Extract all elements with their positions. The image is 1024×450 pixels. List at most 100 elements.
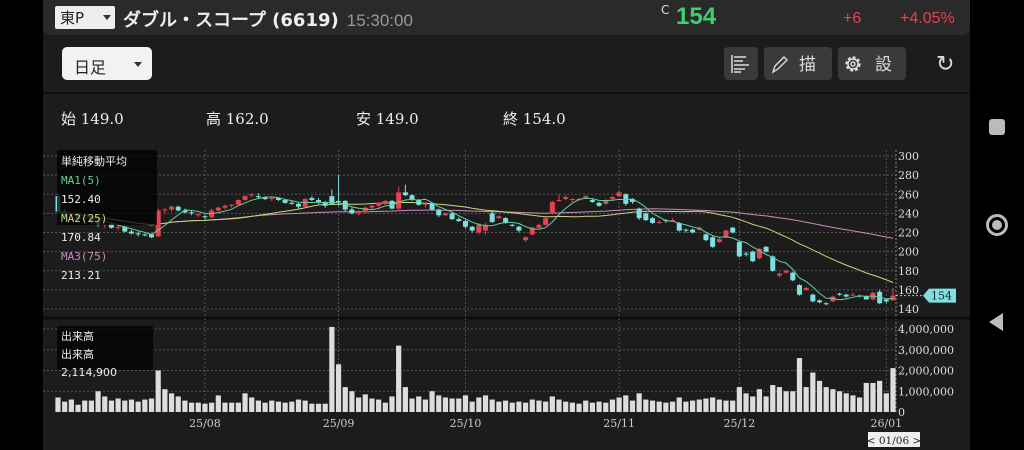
candle-body	[589, 199, 595, 202]
candle-body	[810, 294, 816, 302]
candle-body	[837, 293, 843, 295]
candle-body	[536, 224, 542, 228]
back-icon[interactable]	[989, 313, 1003, 331]
volume-bar	[676, 397, 682, 412]
price-tick-label: 200	[898, 246, 919, 259]
volume-bar	[649, 400, 656, 412]
period-select[interactable]: 日足	[62, 47, 152, 80]
volume-bar	[108, 400, 115, 412]
candle-body	[583, 196, 589, 199]
candle-body	[108, 223, 114, 228]
candle-body	[396, 192, 402, 209]
volume-bar	[315, 403, 322, 412]
header-bar: 東P ダブル・スコープ (6619) 15:30:00 C 154 +6 +4.…	[43, 0, 970, 35]
price-tick-label: 140	[898, 303, 919, 316]
volume-bar	[436, 395, 442, 412]
candle-body	[670, 220, 676, 222]
candle-body	[135, 233, 141, 235]
candle-body	[235, 199, 241, 205]
volume-bar	[422, 399, 428, 412]
volume-bar	[369, 398, 375, 412]
candle-body	[516, 226, 522, 231]
price-chart[interactable]: 140 160 180 200 220 240 260 280 300 0 1,000,000 2,0…	[43, 0, 970, 450]
period-label: 日足	[74, 58, 107, 77]
indicator-list-button[interactable]	[724, 47, 758, 80]
volume-bar	[723, 400, 729, 412]
volume-bar	[342, 387, 348, 412]
volume-bar	[623, 395, 629, 412]
ma1-label: MA1(5)	[61, 174, 101, 187]
volume-bar	[836, 391, 843, 412]
candle-body	[569, 199, 575, 201]
volume-bar	[583, 400, 589, 412]
candle-body	[249, 194, 255, 196]
volume-bar	[416, 396, 422, 412]
volume-bar	[402, 387, 408, 412]
volume-bar	[202, 403, 208, 412]
volume-bar	[589, 402, 595, 412]
candle-body	[743, 253, 749, 255]
volume-tick-label: 3,000,000	[898, 344, 954, 357]
candle-body	[336, 200, 342, 202]
date-tick-label: 25/12	[724, 417, 756, 430]
reload-icon[interactable]: ↻	[936, 52, 955, 77]
volume-bar	[122, 400, 128, 412]
candle-body	[817, 300, 823, 303]
candle-body	[883, 299, 889, 302]
candle-body	[202, 216, 208, 218]
volume-bar	[396, 345, 402, 412]
candle-body	[215, 207, 221, 211]
candle-body	[322, 201, 328, 206]
candle-body	[843, 294, 849, 297]
settings-button[interactable]: 設定	[838, 47, 906, 80]
volume-bar	[275, 401, 282, 412]
candle-body	[796, 285, 802, 295]
candle-body	[563, 197, 569, 200]
volume-bar	[796, 358, 803, 412]
volume-bar	[476, 397, 482, 412]
volume-bar	[88, 400, 94, 412]
candle-body	[242, 196, 248, 200]
candle-body	[710, 237, 716, 247]
volume-bar	[810, 372, 816, 412]
volume-bar	[409, 398, 415, 412]
volume-bar	[82, 400, 88, 412]
volume-bar	[215, 395, 221, 412]
candle-body	[890, 295, 896, 301]
candle-body	[496, 216, 502, 219]
draw-button[interactable]: 描画	[764, 47, 832, 80]
volume-bar	[870, 382, 876, 412]
volume-bar	[663, 402, 669, 412]
recents-icon[interactable]	[989, 119, 1005, 135]
volume-bar	[763, 396, 769, 412]
home-icon[interactable]	[986, 214, 1008, 236]
candle-body	[703, 234, 709, 241]
candle-body	[376, 202, 382, 206]
candle-body	[122, 226, 128, 232]
volume-bar	[95, 391, 101, 412]
volume-bar	[616, 397, 622, 412]
candle-body	[556, 199, 562, 201]
candle-body	[656, 221, 662, 223]
candle-body	[262, 197, 268, 200]
volume-bar	[603, 402, 609, 412]
volume-bar	[823, 387, 829, 412]
volume-bar	[195, 402, 201, 412]
ma2-label: MA2(25)	[61, 212, 108, 225]
candle-body	[342, 200, 348, 210]
price-tick-label: 260	[898, 188, 919, 201]
price-label: C	[661, 3, 670, 17]
volume-bar	[850, 395, 856, 412]
candle-body	[362, 207, 368, 213]
volume-bar	[142, 399, 148, 412]
candle-body	[155, 210, 161, 237]
market-select[interactable]: 東P	[55, 6, 115, 29]
volume-bar	[710, 397, 716, 412]
candle-body	[456, 219, 462, 222]
volume-bar	[857, 397, 863, 412]
price-tick-label: 220	[898, 227, 919, 240]
candle-body	[489, 213, 495, 222]
volume-tick-label: 4,000,000	[898, 323, 954, 336]
volume-bar	[335, 364, 342, 412]
volume-bar	[462, 395, 469, 412]
